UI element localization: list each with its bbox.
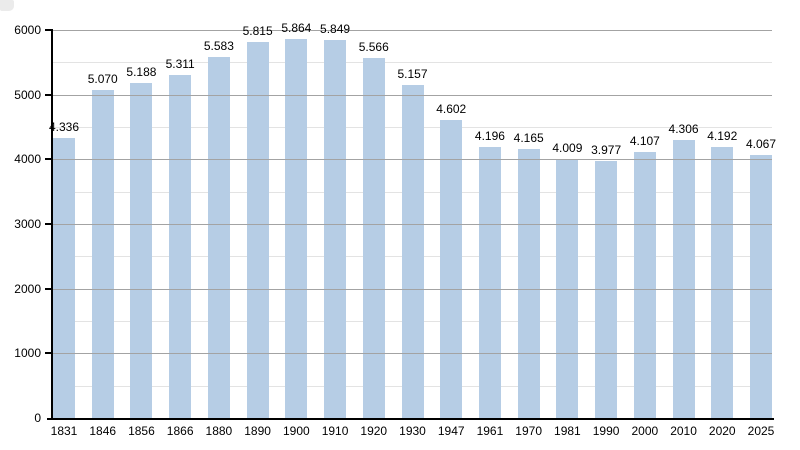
x-tick-label: 1910	[321, 424, 349, 438]
y-tick-label: 0	[34, 411, 41, 425]
bar-2020	[711, 146, 734, 418]
x-tick-label: 1856	[128, 424, 155, 438]
x-tick-label: 1900	[282, 424, 310, 438]
bar-1930	[401, 84, 424, 418]
x-axis-line	[47, 418, 774, 420]
bar-value-label: 5.849	[320, 21, 351, 36]
bar-value-label: 4.602	[436, 102, 467, 117]
minor-gridline	[53, 62, 772, 64]
bar-value-label: 3.977	[591, 142, 622, 157]
y-tick-label: 3000	[14, 217, 41, 231]
x-tick-label: 1866	[166, 424, 194, 438]
bar-value-label: 4.306	[668, 121, 699, 136]
x-tick-label: 1981	[554, 424, 581, 438]
x-tick-label: 1970	[515, 424, 543, 438]
x-tick-label: 1846	[89, 424, 117, 438]
bar-1846	[91, 90, 114, 418]
bar-value-label: 4.107	[629, 134, 660, 149]
major-gridline	[53, 30, 772, 31]
bar-value-label: 5.566	[358, 40, 389, 55]
bar-value-label: 4.192	[707, 128, 738, 143]
bar-value-label: 5.583	[203, 38, 234, 53]
bar-value-label: 5.188	[126, 64, 157, 79]
y-tick-mark	[45, 287, 51, 290]
bar-value-label: 5.157	[397, 66, 428, 81]
bar-2025	[750, 155, 772, 418]
major-gridline	[53, 159, 772, 161]
bar-1880	[207, 56, 230, 418]
y-tick-label: 6000	[14, 23, 41, 37]
bar-value-label: 5.070	[87, 72, 118, 87]
x-tick-label: 1947	[437, 424, 465, 438]
x-tick-label: 2020	[708, 424, 736, 438]
major-gridline	[53, 224, 772, 225]
bar-1981	[556, 158, 579, 418]
y-tick-mark	[45, 29, 51, 31]
y-tick-mark	[45, 352, 51, 355]
y-tick-mark	[45, 158, 51, 161]
bar-1910	[324, 39, 347, 418]
x-tick-label: 1920	[360, 424, 388, 438]
bar-1920	[362, 58, 385, 418]
y-tick-label: 1000	[14, 346, 41, 361]
x-tick-label: 1831	[50, 424, 78, 438]
y-axis-line	[51, 29, 53, 420]
major-gridline	[53, 288, 772, 290]
x-tick-label: 2025	[747, 424, 775, 438]
bar-value-label: 4.165	[513, 130, 544, 145]
x-tick-label: 1890	[244, 424, 271, 438]
bar-1970	[517, 148, 540, 418]
y-tick-mark	[45, 93, 51, 96]
bar-value-label: 5.864	[281, 20, 312, 35]
bar-value-label: 4.196	[474, 128, 505, 143]
bar-1866	[169, 74, 192, 418]
major-gridline	[53, 353, 772, 355]
x-tick-label: 1961	[476, 424, 504, 438]
bar-1947	[440, 120, 463, 418]
bar-value-label: 5.311	[165, 56, 195, 71]
bar-value-label: 4.336	[48, 119, 80, 134]
major-gridline	[53, 94, 772, 96]
bar-value-label: 4.009	[552, 140, 583, 155]
bar-value-label: 5.815	[242, 23, 273, 38]
x-tick-label: 1930	[399, 424, 426, 438]
y-tick-mark	[45, 223, 51, 225]
x-tick-label: 1880	[205, 424, 233, 438]
bar-2010	[672, 139, 695, 418]
x-tick-label: 2000	[631, 424, 659, 438]
bar-2000	[633, 152, 656, 418]
corner-artifact	[0, 0, 14, 11]
plot-area: 4.336 5.070 5.188 5.311 5.583 5.815 5.864 5.849…	[14, 21, 776, 438]
bar-1961	[478, 146, 501, 418]
x-tick-label: 2010	[670, 424, 697, 438]
y-tick-label: 2000	[14, 281, 41, 296]
bar-1856	[130, 82, 153, 418]
y-tick-label: 5000	[14, 87, 41, 102]
bar-value-label: 4.067	[745, 137, 777, 152]
y-tick-label: 4000	[14, 152, 41, 167]
bar-1890	[246, 41, 269, 418]
x-tick-label: 1990	[592, 424, 620, 438]
bar-1831	[53, 137, 75, 418]
bar-1900	[285, 38, 308, 418]
